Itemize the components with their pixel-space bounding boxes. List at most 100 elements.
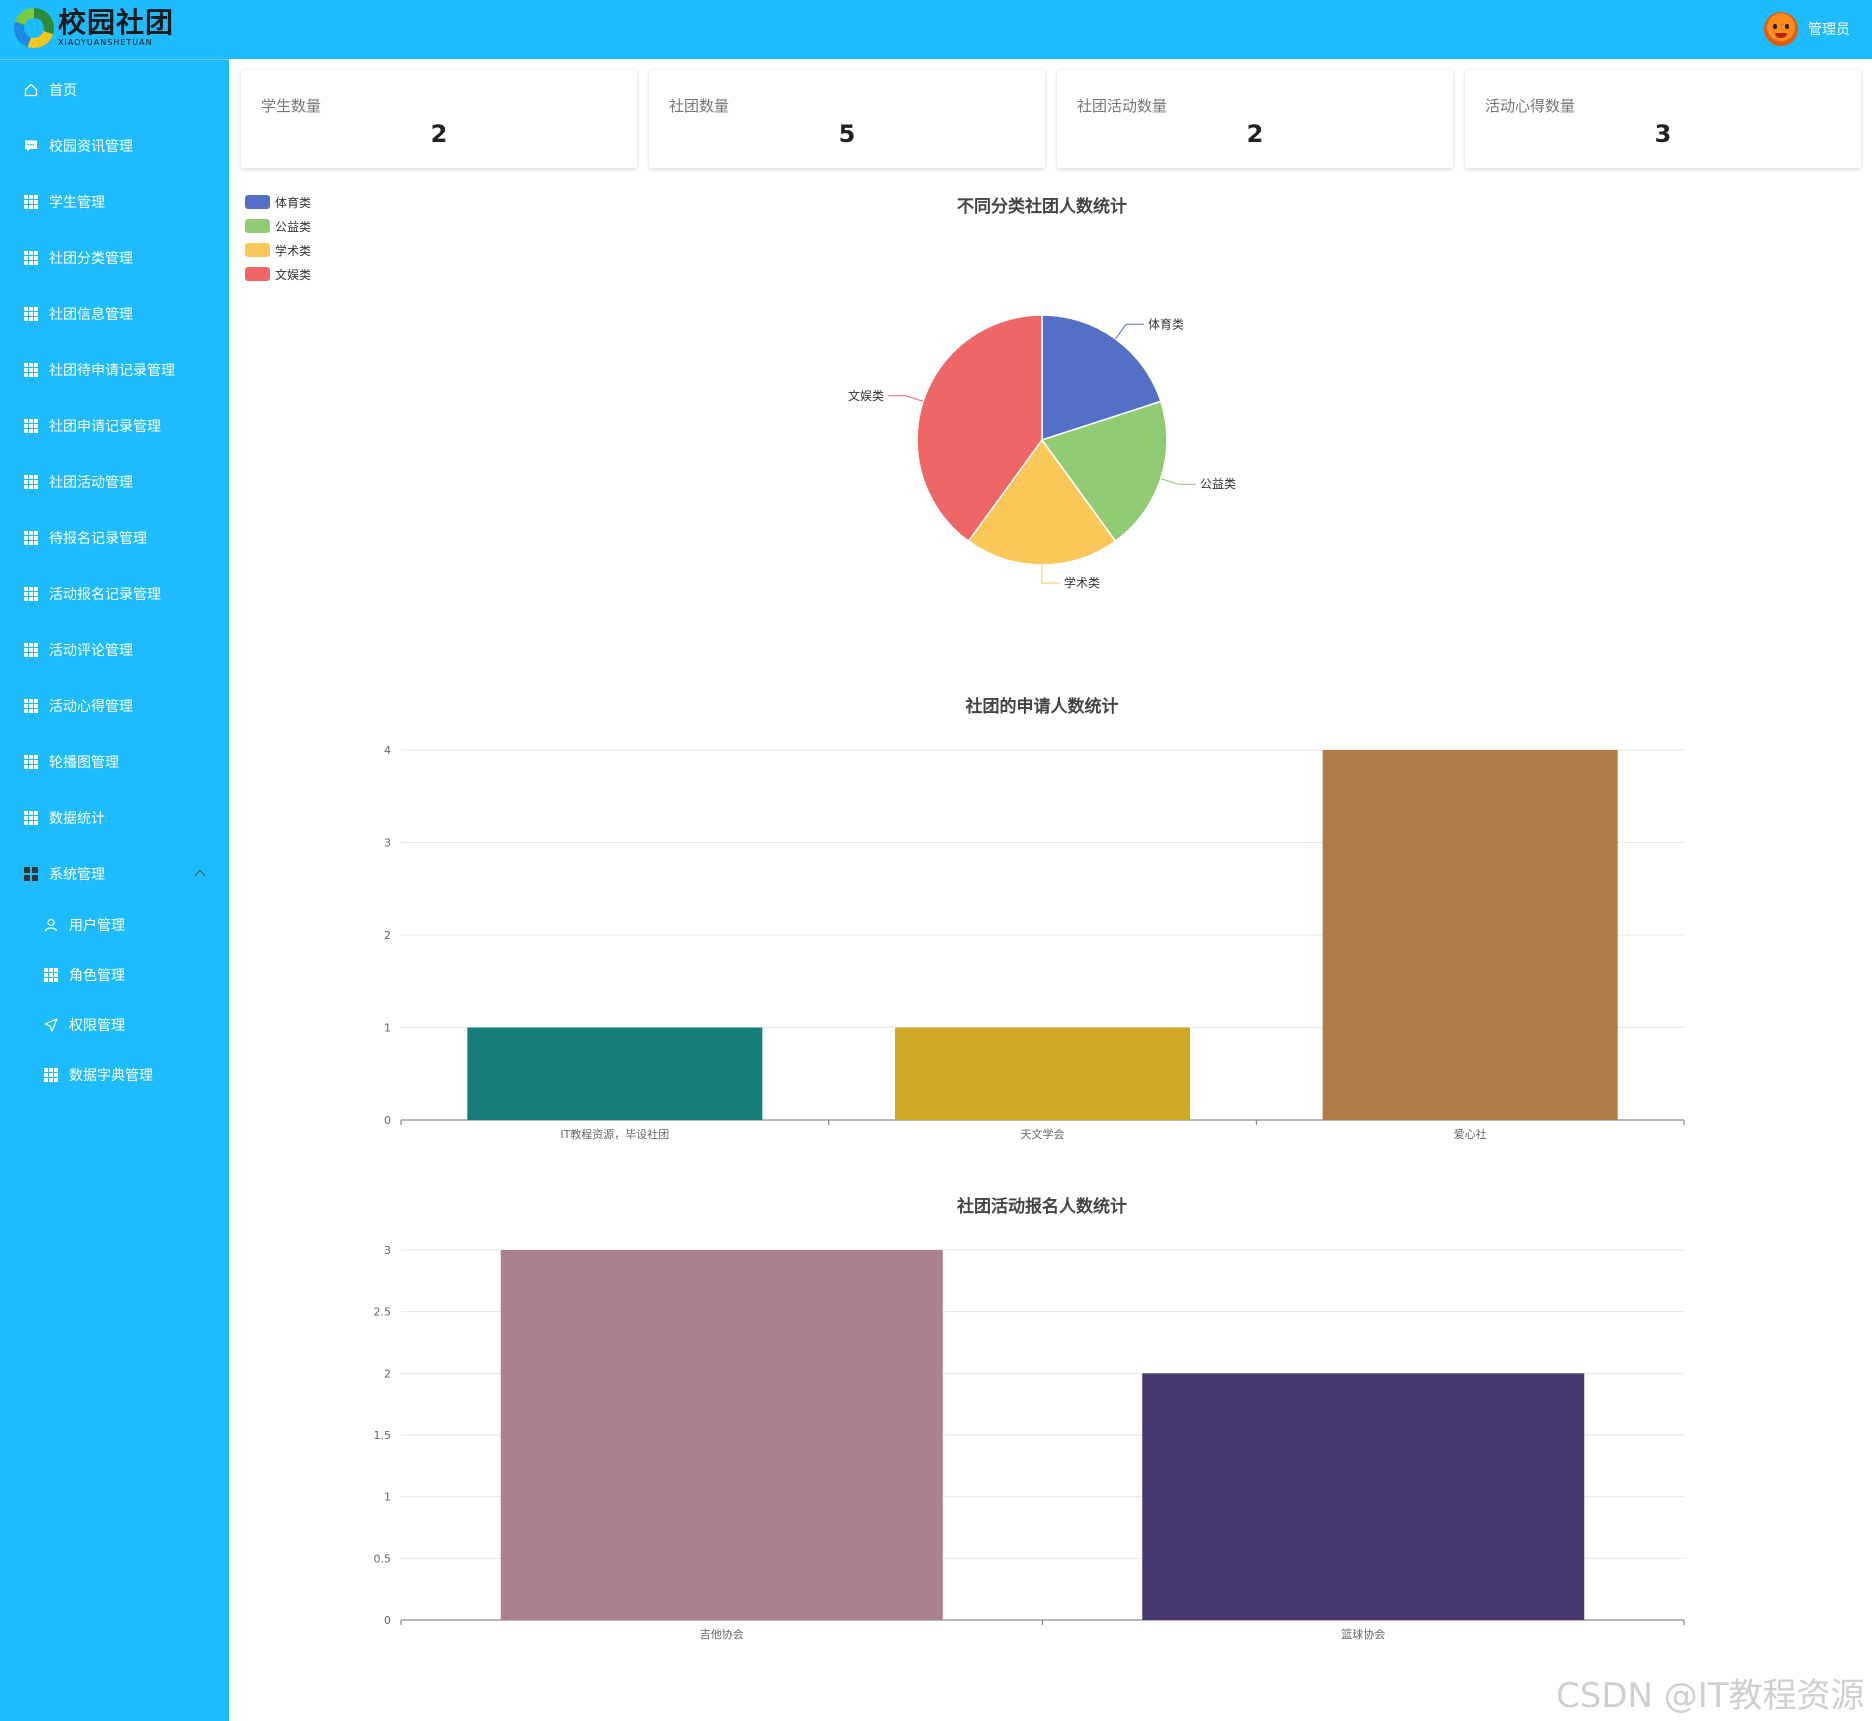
y-tick-label: 1.5 bbox=[374, 1429, 392, 1442]
sidebar-item-club-info[interactable]: 社团信息管理 bbox=[0, 286, 229, 342]
legend-label[interactable]: 体育类 bbox=[275, 195, 311, 210]
legend-label[interactable]: 文娱类 bbox=[275, 267, 311, 282]
pie-slice-label: 公益类 bbox=[1200, 477, 1236, 491]
sidebar-item-label: 用户管理 bbox=[69, 918, 125, 934]
pie-label-line bbox=[1041, 565, 1060, 584]
sidebar-item-comments[interactable]: 活动评论管理 bbox=[0, 622, 229, 678]
sidebar-subitem-permissions[interactable]: 权限管理 bbox=[0, 1000, 229, 1050]
sidebar-item-news[interactable]: 校园资讯管理 bbox=[0, 118, 229, 174]
pie-slice-label: 学术类 bbox=[1064, 575, 1100, 590]
pie-chart-title: 不同分类社团人数统计 bbox=[957, 197, 1127, 217]
grid-icon bbox=[24, 419, 38, 433]
sidebar-item-carousel[interactable]: 轮播图管理 bbox=[0, 734, 229, 790]
sidebar-item-label: 系统管理 bbox=[49, 867, 105, 883]
sidebar-item-statistics[interactable]: 数据统计 bbox=[0, 790, 229, 846]
y-tick-label: 0.5 bbox=[374, 1552, 392, 1565]
sidebar-item-label: 社团申请记录管理 bbox=[49, 419, 161, 435]
logo-subtitle: XIAOYUANSHETUAN bbox=[58, 38, 153, 47]
y-tick-label: 0 bbox=[384, 1614, 391, 1627]
grid-icon bbox=[24, 755, 38, 769]
legend-label[interactable]: 公益类 bbox=[275, 220, 311, 234]
sidebar-item-club-activities[interactable]: 社团活动管理 bbox=[0, 454, 229, 510]
pie-slice[interactable] bbox=[967, 438, 1117, 566]
x-tick-label: IT教程资源，毕设社团 bbox=[560, 1127, 669, 1141]
sidebar-item-reflections[interactable]: 活动心得管理 bbox=[0, 678, 229, 734]
x-tick-label: 吉他协会 bbox=[700, 1627, 744, 1641]
sidebar-subitem-roles[interactable]: 角色管理 bbox=[0, 950, 229, 1000]
sidebar-item-signups[interactable]: 活动报名记录管理 bbox=[0, 566, 229, 622]
sidebar-item-label: 社团分类管理 bbox=[49, 251, 133, 267]
sidebar-item-label: 社团待申请记录管理 bbox=[49, 363, 175, 379]
legend-swatch[interactable] bbox=[245, 267, 270, 281]
stat-label: 社团活动数量 bbox=[1077, 97, 1168, 115]
logo-title: 校园社团 bbox=[58, 6, 175, 39]
legend-swatch[interactable] bbox=[245, 243, 270, 257]
sidebar-item-label: 校园资讯管理 bbox=[49, 139, 133, 155]
pie-slice[interactable] bbox=[1040, 400, 1168, 543]
sidebar-item-label: 轮播图管理 bbox=[49, 755, 119, 771]
sidebar-item-label: 首页 bbox=[49, 83, 77, 99]
sidebar-item-pending-applications[interactable]: 社团待申请记录管理 bbox=[0, 342, 229, 398]
sidebar-item-label: 权限管理 bbox=[69, 1018, 125, 1034]
logo[interactable]: 校园社团 XIAOYUANSHETUAN bbox=[14, 8, 174, 48]
y-tick-label: 2 bbox=[384, 1367, 391, 1380]
sidebar-item-pending-signups[interactable]: 待报名记录管理 bbox=[0, 510, 229, 566]
pie-label-line bbox=[1160, 478, 1197, 485]
pie-slice[interactable] bbox=[916, 314, 1043, 543]
bar-chart-2-title: 社团活动报名人数统计 bbox=[957, 1197, 1127, 1217]
stat-label: 活动心得数量 bbox=[1485, 97, 1576, 115]
stat-value: 2 bbox=[1246, 120, 1264, 148]
legend-swatch[interactable] bbox=[245, 219, 270, 233]
sidebar-item-system[interactable]: 系统管理 bbox=[0, 846, 229, 902]
bar-chart-1-title: 社团的申请人数统计 bbox=[965, 697, 1119, 717]
sidebar-subitem-dictionary[interactable]: 数据字典管理 bbox=[0, 1050, 229, 1100]
sidebar-item-students[interactable]: 学生管理 bbox=[0, 174, 229, 230]
grid-icon bbox=[24, 307, 38, 321]
user-name[interactable]: 管理员 bbox=[1808, 22, 1850, 38]
y-tick-label: 4 bbox=[384, 744, 391, 757]
stat-card-clubs: 社团数量 5 bbox=[649, 70, 1045, 168]
send-icon bbox=[44, 1018, 58, 1032]
grid-icon bbox=[24, 475, 38, 489]
sidebar-subitem-users[interactable]: 用户管理 bbox=[0, 900, 229, 950]
y-tick-label: 3 bbox=[384, 1244, 391, 1257]
watermark: CSDN @IT教程资源 bbox=[1556, 1676, 1865, 1716]
stat-label: 社团数量 bbox=[669, 97, 730, 115]
bar[interactable] bbox=[500, 1250, 943, 1620]
stat-card-reflections: 活动心得数量 3 bbox=[1465, 70, 1861, 168]
grid-icon bbox=[44, 1068, 58, 1082]
sidebar-item-home[interactable]: 首页 bbox=[0, 62, 229, 118]
logo-icon bbox=[14, 8, 54, 48]
bar-chart-signups: 0 0.5 1 1.5 2 2.5 3 吉他协会 篮球协会 bbox=[374, 1244, 1685, 1641]
grid-icon bbox=[24, 811, 38, 825]
chevron-up-icon[interactable] bbox=[194, 869, 206, 882]
sidebar-item-label: 活动报名记录管理 bbox=[49, 587, 161, 603]
bar-chart-applications: 0 1 2 3 4 IT教程资源，毕设社团 天文学会 爱心社 bbox=[384, 744, 1685, 1141]
message-icon bbox=[25, 140, 37, 152]
bar[interactable] bbox=[895, 1027, 1190, 1121]
bar[interactable] bbox=[1142, 1373, 1585, 1620]
y-tick-label: 0 bbox=[384, 1114, 391, 1127]
sidebar: 首页 校园资讯管理 学生管理 社团分类管理 社团信息管理 社团待申请记录管理 社… bbox=[0, 59, 229, 1721]
y-tick-label: 2 bbox=[384, 929, 391, 942]
sidebar-item-label: 活动心得管理 bbox=[49, 699, 133, 715]
grid-icon bbox=[44, 968, 58, 982]
y-tick-label: 1 bbox=[384, 1022, 391, 1035]
avatar[interactable] bbox=[1764, 12, 1798, 46]
grid-icon bbox=[24, 643, 38, 657]
legend-swatch[interactable] bbox=[245, 195, 270, 209]
sidebar-item-label: 待报名记录管理 bbox=[49, 531, 147, 547]
x-tick-label: 天文学会 bbox=[1021, 1127, 1065, 1141]
sidebar-item-applications[interactable]: 社团申请记录管理 bbox=[0, 398, 229, 454]
legend-label[interactable]: 学术类 bbox=[275, 243, 311, 258]
bar[interactable] bbox=[1322, 750, 1618, 1120]
system-icon bbox=[24, 867, 38, 881]
bar[interactable] bbox=[467, 1027, 763, 1121]
pie-slice[interactable] bbox=[1041, 314, 1162, 442]
y-tick-label: 2.5 bbox=[374, 1306, 392, 1319]
sidebar-item-club-categories[interactable]: 社团分类管理 bbox=[0, 230, 229, 286]
stat-label: 学生数量 bbox=[261, 97, 322, 115]
user-menu[interactable]: 管理员 bbox=[1764, 12, 1850, 46]
pie-slice-label: 文娱类 bbox=[848, 388, 884, 403]
y-tick-label: 3 bbox=[384, 837, 391, 850]
